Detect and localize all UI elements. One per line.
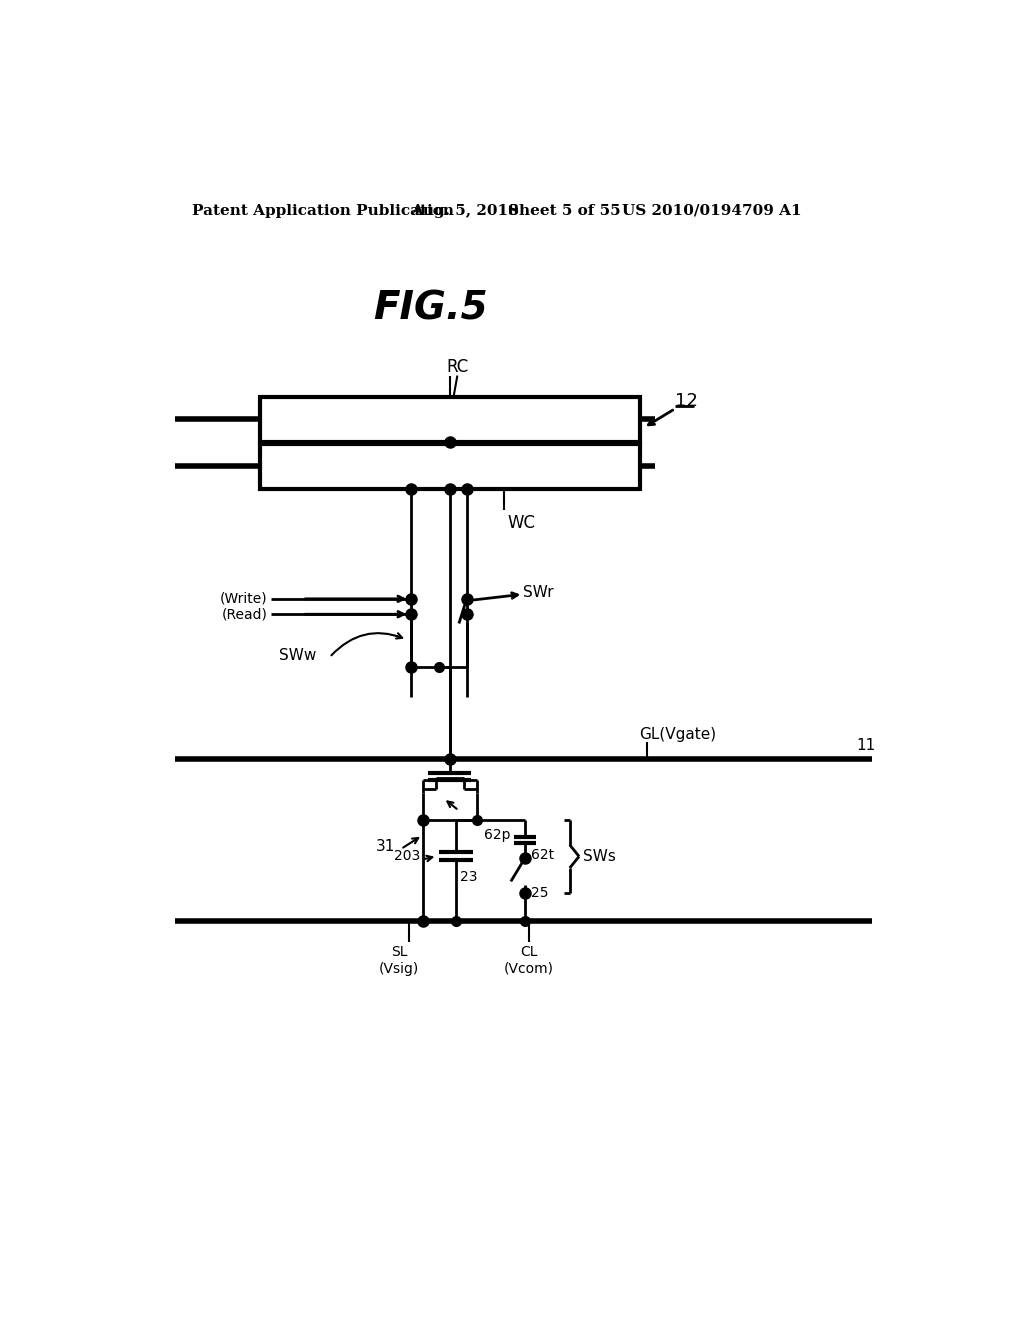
- Text: 31: 31: [376, 840, 395, 854]
- Text: SWs: SWs: [583, 849, 615, 863]
- Text: 203: 203: [394, 849, 420, 863]
- Text: Aug. 5, 2010: Aug. 5, 2010: [411, 203, 518, 218]
- Text: 25: 25: [531, 886, 549, 900]
- Text: 23: 23: [460, 870, 477, 884]
- Text: (Write): (Write): [220, 591, 267, 606]
- Text: US 2010/0194709 A1: US 2010/0194709 A1: [623, 203, 802, 218]
- Text: CL
(Vcom): CL (Vcom): [504, 945, 554, 975]
- Text: FIG.5: FIG.5: [373, 289, 487, 327]
- Text: Sheet 5 of 55: Sheet 5 of 55: [508, 203, 621, 218]
- Text: SWw: SWw: [280, 648, 316, 663]
- Text: SL
(Vsig): SL (Vsig): [379, 945, 420, 975]
- Text: (Read): (Read): [221, 607, 267, 622]
- Text: Patent Application Publication: Patent Application Publication: [191, 203, 454, 218]
- Text: 12: 12: [675, 392, 698, 411]
- Text: GL(Vgate): GL(Vgate): [640, 727, 717, 742]
- Text: RC: RC: [446, 358, 469, 376]
- Bar: [260, 397, 640, 442]
- Text: 62p: 62p: [483, 828, 510, 842]
- Text: SWr: SWr: [523, 585, 554, 601]
- Text: 62t: 62t: [531, 849, 554, 862]
- Text: WC: WC: [508, 515, 536, 532]
- Text: 11: 11: [856, 738, 876, 752]
- Bar: [260, 444, 640, 488]
- FancyArrowPatch shape: [332, 634, 402, 655]
